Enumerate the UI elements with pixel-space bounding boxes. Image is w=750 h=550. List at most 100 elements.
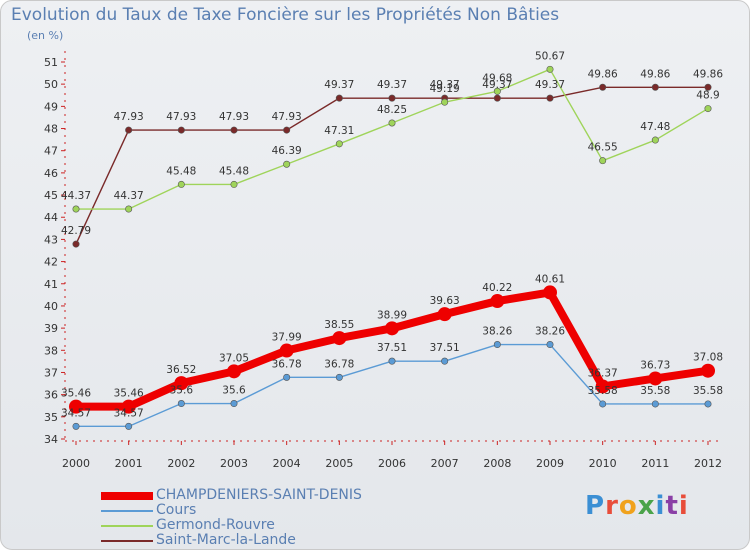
data-label: 49.19 bbox=[430, 83, 460, 95]
y-tick-label: 39 bbox=[44, 322, 58, 335]
data-label: 49.37 bbox=[430, 79, 460, 91]
data-point bbox=[388, 119, 396, 127]
data-point bbox=[335, 373, 343, 381]
data-label: 36.52 bbox=[166, 364, 196, 376]
data-label: 48.9 bbox=[696, 90, 719, 102]
data-label: 47.93 bbox=[219, 111, 249, 123]
y-tick-label: 44 bbox=[44, 211, 58, 224]
data-label: 38.55 bbox=[324, 319, 354, 331]
data-label: 38.26 bbox=[482, 326, 512, 338]
x-tick-label: 2008 bbox=[483, 457, 511, 470]
data-point bbox=[283, 160, 291, 168]
data-point bbox=[648, 371, 663, 386]
data-label: 47.93 bbox=[166, 111, 196, 123]
data-point bbox=[493, 87, 501, 95]
x-tick-label: 2000 bbox=[62, 457, 90, 470]
y-tick-label: 41 bbox=[44, 278, 58, 291]
y-tick-label: 38 bbox=[44, 344, 58, 357]
data-label: 45.48 bbox=[219, 165, 249, 177]
y-tick-label: 34 bbox=[44, 433, 58, 446]
legend-label: Cours bbox=[156, 502, 197, 518]
x-tick-label: 2010 bbox=[589, 457, 617, 470]
data-point bbox=[332, 331, 347, 346]
data-point bbox=[385, 321, 399, 336]
data-point bbox=[125, 422, 133, 430]
legend-item-saint-marc-la-lande: Saint-Marc-la-Lande bbox=[101, 533, 362, 548]
data-point bbox=[546, 94, 554, 102]
data-label: 37.51 bbox=[377, 342, 407, 354]
data-label: 46.39 bbox=[272, 145, 302, 157]
data-label: 37.51 bbox=[430, 342, 460, 354]
legend-swatch bbox=[101, 491, 153, 500]
data-point bbox=[543, 285, 557, 300]
x-tick-label: 2007 bbox=[431, 457, 459, 470]
data-point bbox=[546, 341, 554, 349]
x-tick-label: 2003 bbox=[220, 457, 248, 470]
data-label: 36.78 bbox=[272, 358, 302, 370]
y-tick-label: 48 bbox=[44, 123, 58, 136]
data-point bbox=[651, 136, 659, 144]
y-tick-label: 35 bbox=[44, 411, 58, 424]
data-label: 35.58 bbox=[588, 385, 618, 397]
data-label: 49.37 bbox=[377, 79, 407, 91]
data-label: 39.63 bbox=[430, 295, 460, 307]
x-tick-label: 2009 bbox=[536, 457, 564, 470]
legend-swatch bbox=[101, 509, 153, 512]
y-tick-label: 49 bbox=[44, 100, 58, 113]
data-label: 49.68 bbox=[482, 72, 512, 84]
data-point bbox=[177, 126, 185, 134]
data-label: 45.48 bbox=[166, 165, 196, 177]
data-point bbox=[125, 205, 133, 213]
legend-item-champdeniers: CHAMPDENIERS-SAINT-DENIS bbox=[101, 488, 362, 503]
data-label: 35.58 bbox=[693, 385, 723, 397]
chart-unit: (en %) bbox=[27, 29, 64, 42]
data-label: 48.25 bbox=[377, 104, 407, 116]
data-label: 35.46 bbox=[61, 388, 91, 400]
x-tick-label: 2006 bbox=[378, 457, 406, 470]
data-point bbox=[388, 94, 396, 102]
data-point bbox=[546, 65, 554, 73]
data-label: 38.99 bbox=[377, 309, 407, 321]
data-point bbox=[230, 180, 238, 188]
data-label: 50.67 bbox=[535, 50, 565, 62]
data-label: 46.55 bbox=[588, 142, 618, 154]
data-label: 35.46 bbox=[114, 388, 144, 400]
data-label: 34.57 bbox=[114, 407, 144, 419]
x-tick-label: 2012 bbox=[694, 457, 722, 470]
data-point bbox=[704, 400, 712, 408]
data-point bbox=[441, 98, 449, 106]
data-point bbox=[125, 126, 133, 134]
data-label: 40.61 bbox=[535, 273, 565, 285]
data-point bbox=[227, 364, 241, 379]
data-label: 49.86 bbox=[693, 68, 723, 80]
x-tick-label: 2011 bbox=[641, 457, 669, 470]
data-point bbox=[230, 400, 238, 408]
data-label: 47.93 bbox=[272, 111, 302, 123]
data-point bbox=[388, 357, 396, 365]
data-label: 42.79 bbox=[61, 225, 91, 237]
data-point bbox=[599, 83, 607, 91]
x-tick-label: 2002 bbox=[167, 457, 195, 470]
data-point bbox=[72, 240, 80, 248]
legend-swatch bbox=[101, 539, 153, 542]
data-label: 34.57 bbox=[61, 407, 91, 419]
data-label: 49.37 bbox=[324, 79, 354, 91]
legend-label: Saint-Marc-la-Lande bbox=[156, 532, 296, 548]
legend-item-germond-rouvre: Germond-Rouvre bbox=[101, 518, 362, 533]
data-label: 49.37 bbox=[535, 79, 565, 91]
x-tick-label: 2001 bbox=[115, 457, 143, 470]
data-point bbox=[230, 126, 238, 134]
data-point bbox=[704, 105, 712, 113]
data-point bbox=[72, 422, 80, 430]
data-point bbox=[335, 94, 343, 102]
data-point bbox=[490, 294, 505, 309]
data-point bbox=[704, 83, 712, 91]
legend-label: CHAMPDENIERS-SAINT-DENIS bbox=[156, 487, 362, 503]
legend: CHAMPDENIERS-SAINT-DENIS Cours Germond-R… bbox=[101, 488, 362, 548]
data-point bbox=[437, 307, 452, 322]
proxiti-logo: Proxiti bbox=[585, 491, 689, 521]
data-label: 49.37 bbox=[482, 79, 512, 91]
data-point bbox=[701, 363, 715, 378]
data-point bbox=[279, 343, 294, 358]
